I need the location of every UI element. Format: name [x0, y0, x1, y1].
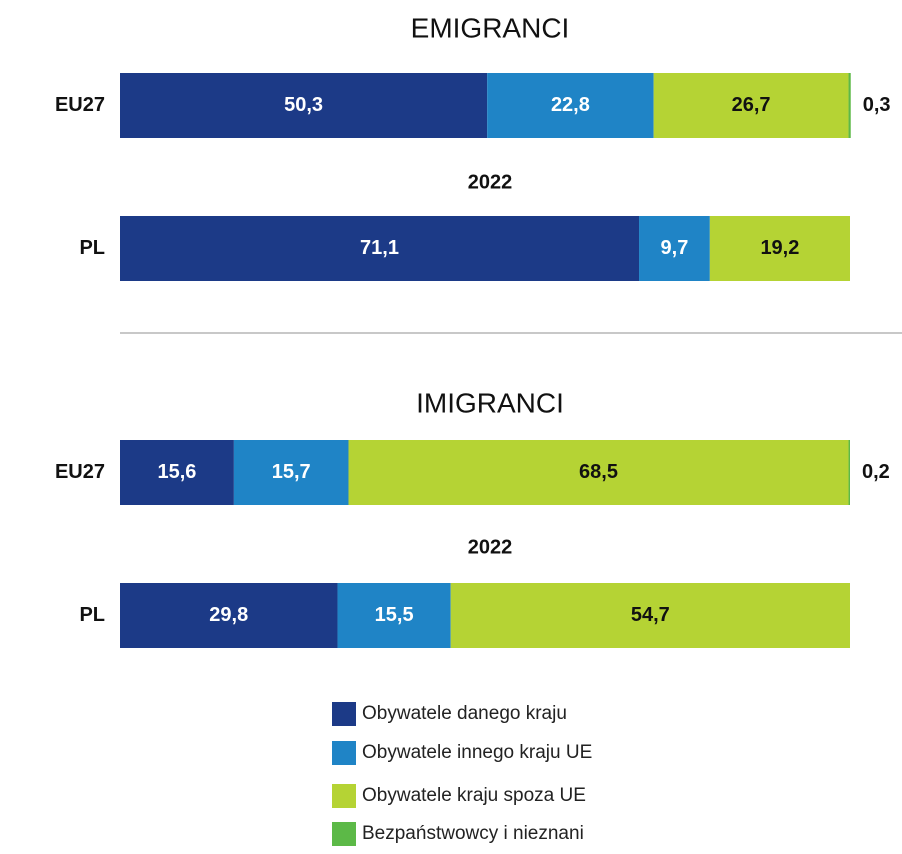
value-label: 19,2: [760, 237, 799, 259]
bar-segment: [450, 583, 850, 648]
bar-segment: [120, 440, 234, 505]
value-label: 15,7: [272, 461, 311, 483]
bar-segment: [848, 440, 850, 505]
panel-subtitle: 2022: [468, 536, 513, 558]
category-label: EU27: [55, 461, 105, 483]
legend-label: Obywatele innego kraju UE: [362, 742, 592, 763]
value-label: 15,6: [157, 461, 196, 483]
bar-segment: [487, 73, 654, 138]
bar-segment: [233, 440, 349, 505]
legend-label: Bezpaństwowcy i nieznani: [362, 823, 584, 844]
value-label: 22,8: [551, 94, 590, 116]
value-label: 50,3: [284, 94, 323, 116]
value-label: 54,7: [631, 604, 670, 626]
value-label: 26,7: [732, 94, 771, 116]
bar-segment: [653, 73, 849, 138]
panel-title: EMIGRANCI: [411, 12, 570, 43]
legend-swatch: [332, 822, 356, 846]
panel-subtitle: 2022: [468, 171, 513, 193]
bar-segment: [120, 73, 488, 138]
value-label: 0,2: [862, 461, 890, 483]
value-label: 9,7: [661, 237, 689, 259]
value-label: 15,5: [375, 604, 414, 626]
legend-swatch: [332, 741, 356, 765]
value-label: 68,5: [579, 461, 618, 483]
panel-title: IMIGRANCI: [416, 387, 564, 418]
bar-segment: [120, 216, 640, 281]
bar-segment: [709, 216, 850, 281]
value-label: 0,3: [863, 94, 891, 116]
legend-swatch: [332, 784, 356, 808]
legend-swatch: [332, 702, 356, 726]
bar-segment: [337, 583, 451, 648]
category-label: EU27: [55, 94, 105, 116]
bar-segment: [639, 216, 710, 281]
legend-label: Obywatele danego kraju: [362, 703, 567, 724]
bar-segment: [848, 73, 851, 138]
bar-segment: [120, 583, 338, 648]
category-label: PL: [79, 237, 105, 259]
value-label: 71,1: [360, 237, 399, 259]
bar-segment: [348, 440, 849, 505]
category-label: PL: [79, 604, 105, 626]
value-label: 29,8: [209, 604, 248, 626]
legend-label: Obywatele kraju spoza UE: [362, 785, 586, 806]
